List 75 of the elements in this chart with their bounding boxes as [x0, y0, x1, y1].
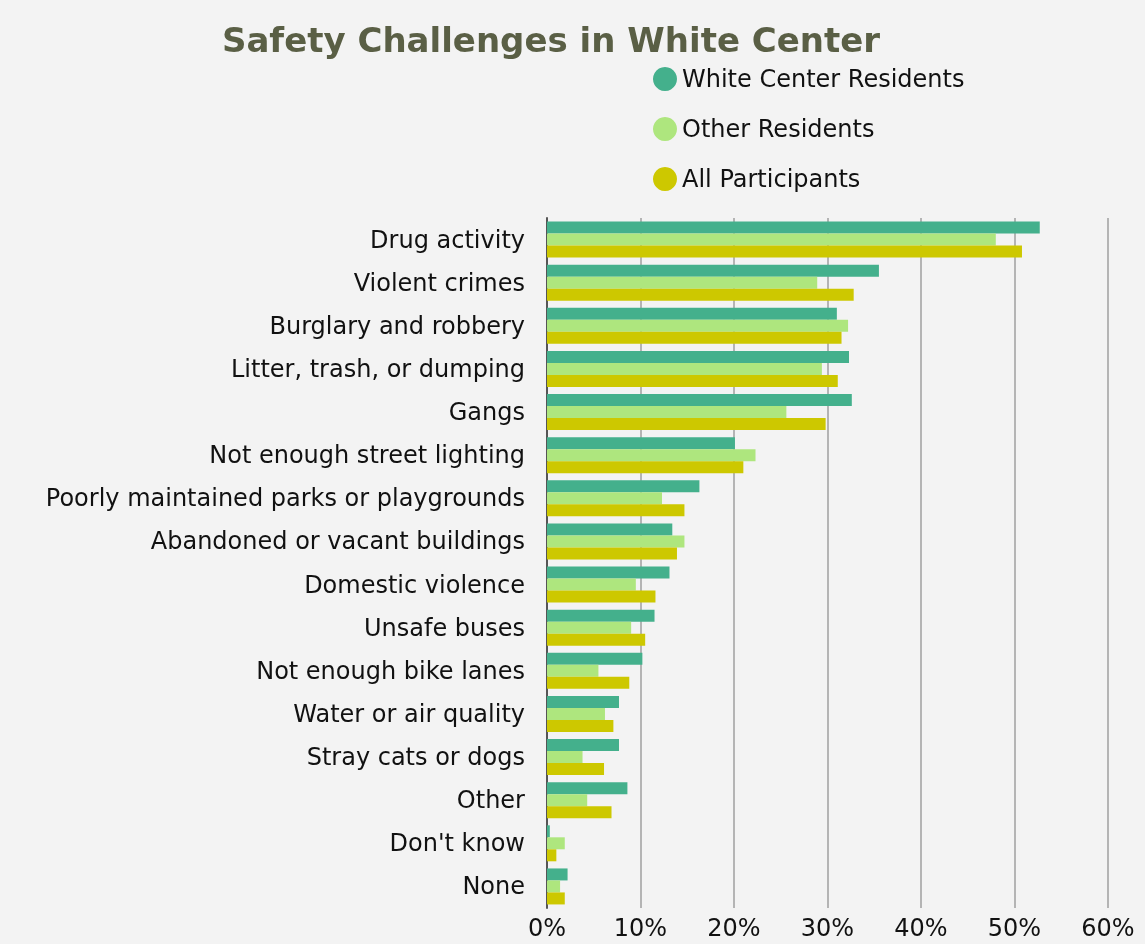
y-tick-label: Unsafe buses [363, 613, 525, 642]
bar [547, 331, 842, 344]
y-tick-label: Burglary and robbery [269, 311, 525, 340]
y-tick-label: Not enough street lighting [209, 441, 525, 470]
bar [547, 362, 822, 375]
y-tick-label: Domestic violence [304, 570, 525, 599]
y-tick-label: Poorly maintained parks or playgrounds [45, 484, 525, 513]
legend-label: White Center Residents [682, 65, 965, 93]
bar [547, 664, 599, 677]
bar [547, 350, 850, 363]
bar [547, 245, 1022, 258]
bar [547, 621, 632, 634]
bar [547, 374, 838, 387]
bar [547, 449, 756, 462]
x-tick-label: 60% [1081, 914, 1135, 942]
bar [547, 707, 605, 720]
y-tick-label: Gangs [448, 398, 525, 427]
y-tick-label: Litter, trash, or dumping [230, 354, 525, 383]
y-tick-label: Stray cats or dogs [306, 743, 525, 772]
bar [547, 547, 677, 560]
bar [547, 578, 636, 591]
bar [547, 504, 685, 517]
bar [547, 695, 619, 708]
x-tick-label: 50% [987, 914, 1042, 942]
bar [547, 837, 565, 850]
bar [547, 437, 735, 450]
bar [547, 880, 561, 893]
bar [547, 751, 583, 764]
x-tick-label: 40% [894, 914, 948, 942]
bar [547, 849, 557, 862]
bar [547, 523, 673, 536]
bar [547, 307, 837, 320]
y-tick-label: Other [456, 786, 526, 815]
bar [547, 288, 854, 301]
bar [547, 763, 605, 776]
y-tick-label: Don't know [389, 829, 525, 858]
bar [547, 233, 996, 246]
bar [547, 461, 744, 474]
bar [547, 806, 612, 819]
bar [547, 676, 630, 689]
bar [547, 394, 852, 407]
bar [547, 590, 656, 603]
bar [547, 892, 565, 905]
bar [547, 221, 1040, 234]
y-tick-label: Water or air quality [293, 699, 525, 728]
chart-title: Safety Challenges in White Center [221, 20, 881, 60]
x-tick-label: 20% [707, 914, 761, 942]
bar [547, 406, 787, 419]
y-tick-label: Not enough bike lanes [256, 656, 525, 685]
bar [547, 418, 826, 431]
x-tick-label: 30% [800, 914, 855, 942]
bar [547, 782, 628, 795]
y-tick-label: Violent crimes [353, 268, 525, 297]
legend-label: All Participants [682, 165, 861, 193]
y-tick-label: None [462, 872, 525, 901]
bar [547, 264, 879, 277]
bar [547, 492, 663, 505]
bar [547, 868, 568, 881]
bar [547, 609, 655, 622]
legend-label: Other Residents [682, 115, 875, 143]
y-tick-label: Drug activity [370, 225, 525, 254]
bar [547, 480, 700, 493]
x-tick-label: 10% [613, 914, 668, 942]
bar [547, 633, 646, 646]
bar [547, 794, 588, 807]
bar [547, 739, 619, 752]
bar [547, 276, 818, 289]
bar [547, 319, 849, 332]
bar [547, 652, 643, 665]
x-tick-label: 0% [527, 914, 567, 942]
y-tick-label: Abandoned or vacant buildings [150, 527, 525, 556]
bar [547, 719, 614, 732]
bar [547, 566, 670, 579]
bar [547, 825, 550, 838]
bar [547, 535, 685, 548]
